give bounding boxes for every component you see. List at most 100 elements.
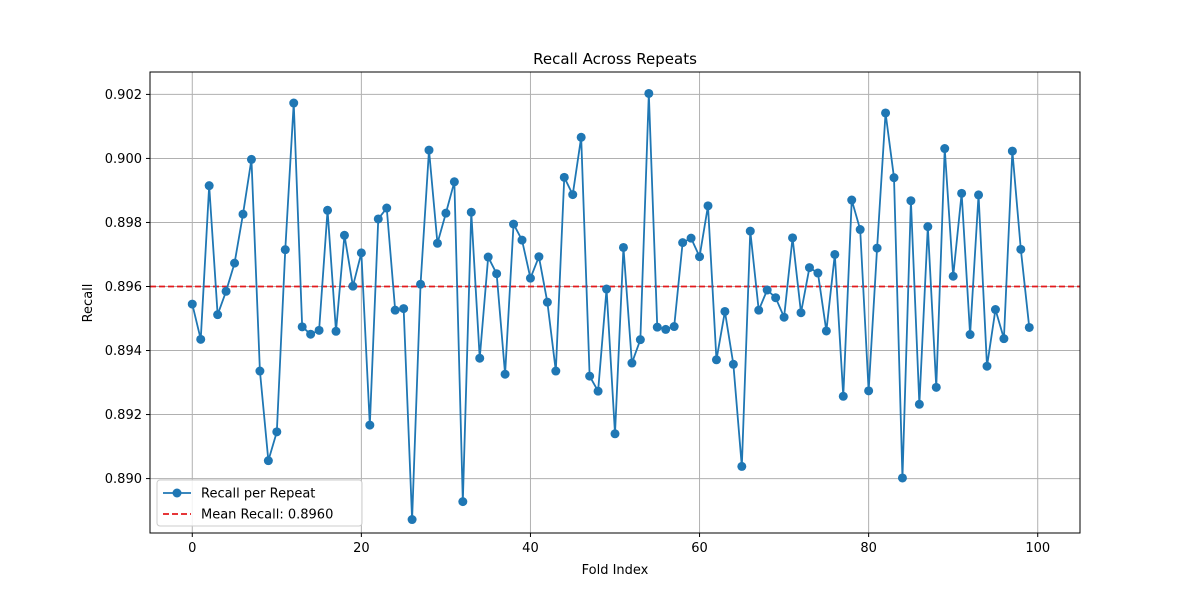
data-point <box>466 207 476 217</box>
data-point <box>306 329 316 339</box>
data-point <box>323 205 333 215</box>
data-point <box>940 144 950 154</box>
data-point <box>906 196 916 206</box>
data-point <box>365 420 375 430</box>
data-point <box>585 371 595 381</box>
data-point <box>230 258 240 268</box>
plot-frame <box>149 71 1081 534</box>
y-tick-label: 0.892 <box>105 408 142 423</box>
data-point <box>382 203 392 213</box>
data-point <box>399 304 409 314</box>
data-point <box>441 208 451 218</box>
data-point <box>796 308 806 318</box>
data-point <box>957 188 967 198</box>
data-point <box>272 427 282 437</box>
data-point <box>331 326 341 336</box>
y-tick-label: 0.894 <box>105 344 142 359</box>
data-point <box>711 355 721 365</box>
data-point <box>703 201 713 211</box>
data-point <box>695 252 705 262</box>
data-point <box>872 243 882 253</box>
data-point <box>246 154 256 164</box>
x-tick-label: 20 <box>353 541 370 556</box>
data-point <box>661 324 671 334</box>
x-tick-label: 0 <box>188 541 196 556</box>
data-point <box>432 238 442 248</box>
series-layer <box>187 88 1034 525</box>
x-tick-label: 60 <box>691 541 708 556</box>
data-point <box>517 235 527 245</box>
data-point <box>804 263 814 273</box>
data-point <box>813 268 823 278</box>
data-point <box>728 359 738 369</box>
legend-series-label: Recall per Repeat <box>201 487 315 502</box>
data-point <box>204 181 214 191</box>
chart-title: Recall Across Repeats <box>533 50 697 68</box>
x-axis-ticks: 0 20 40 60 80 100 <box>188 533 1050 556</box>
legend: Recall per Repeat Mean Recall: 0.8960 <box>156 479 363 527</box>
y-axis-label: Recall <box>81 284 96 323</box>
data-point <box>1007 146 1017 156</box>
data-point <box>509 219 519 229</box>
data-point <box>771 293 781 303</box>
data-point <box>534 252 544 262</box>
data-point <box>196 334 206 344</box>
y-tick-label: 0.896 <box>105 280 142 295</box>
data-point <box>568 190 578 200</box>
data-point <box>542 297 552 307</box>
data-point <box>559 172 569 182</box>
data-point <box>635 335 645 345</box>
data-point <box>889 173 899 183</box>
y-tick-label: 0.898 <box>105 216 142 231</box>
data-point <box>881 108 891 118</box>
data-point <box>965 330 975 340</box>
x-axis-label: Fold Index <box>582 563 649 578</box>
data-point <box>754 305 764 315</box>
data-point <box>779 312 789 322</box>
series-line <box>191 92 1031 521</box>
data-point <box>737 461 747 471</box>
data-point <box>593 386 603 396</box>
legend-mean-label: Mean Recall: 0.8960 <box>201 508 333 523</box>
data-point <box>618 242 628 252</box>
data-point <box>948 271 958 281</box>
data-point <box>610 429 620 439</box>
data-point <box>1016 244 1026 254</box>
data-point <box>602 284 612 294</box>
data-point <box>297 322 307 332</box>
data-point <box>238 209 248 219</box>
legend-series-marker <box>172 488 182 498</box>
data-point <box>644 88 654 98</box>
data-point <box>390 305 400 315</box>
data-point <box>847 195 857 205</box>
data-point <box>356 248 366 258</box>
data-point <box>289 98 299 108</box>
y-tick-label: 0.902 <box>105 88 142 103</box>
y-axis-ticks: 0.890 0.892 0.894 0.896 0.898 0.900 0.902 <box>105 88 150 487</box>
data-point <box>897 473 907 483</box>
x-tick-label: 40 <box>522 541 539 556</box>
data-point <box>213 310 223 320</box>
data-point <box>525 273 535 283</box>
data-point <box>483 252 493 262</box>
x-tick-label: 80 <box>860 541 877 556</box>
data-point <box>830 249 840 259</box>
data-point <box>255 366 265 376</box>
data-point <box>974 190 984 200</box>
data-point <box>314 325 324 335</box>
data-point <box>221 286 231 296</box>
legend-box <box>156 479 363 527</box>
data-point <box>280 245 290 255</box>
data-point <box>821 326 831 336</box>
x-tick-label: 100 <box>1025 541 1050 556</box>
data-point <box>762 285 772 295</box>
data-point <box>339 230 349 240</box>
data-point <box>424 145 434 155</box>
data-point <box>373 214 383 224</box>
data-point <box>669 322 679 332</box>
data-point <box>458 497 468 507</box>
data-point <box>864 386 874 396</box>
data-point <box>914 399 924 409</box>
